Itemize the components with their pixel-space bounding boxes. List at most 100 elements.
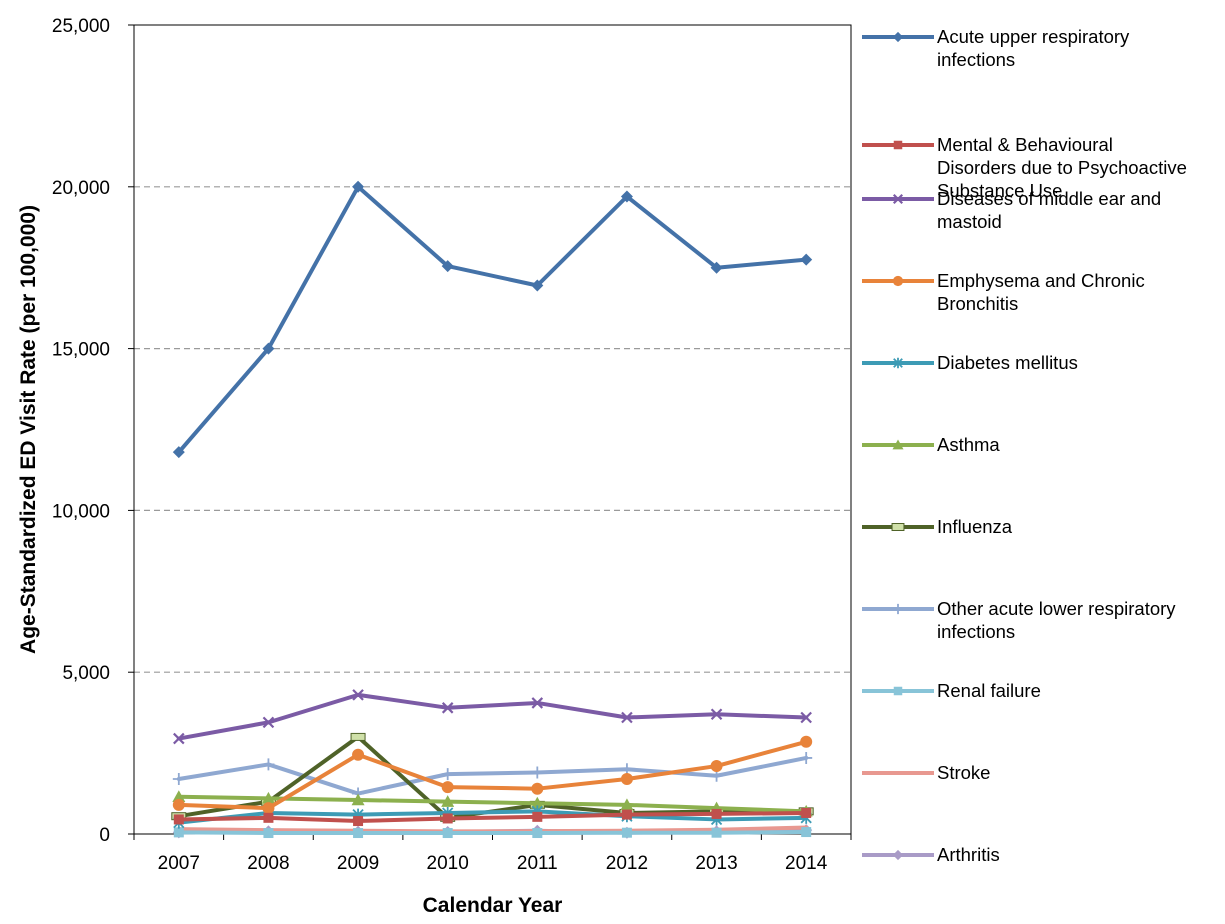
x-tick-label: 2010	[427, 853, 469, 874]
legend-item-acute-upper-respiratory-infections: Acute upper respiratory infections	[862, 26, 1130, 70]
legend-label: Influenza	[937, 516, 1013, 537]
legend-item-arthritis: Arthritis	[862, 844, 1000, 865]
series-line	[176, 692, 809, 741]
legend-item-other-acute-lower-respiratory-infections: Other acute lower respiratory infections	[862, 598, 1176, 642]
legend-item-influenza: Influenza	[862, 516, 1013, 537]
y-axis-ticks: 0 5,000 10,000 15,000 20,000 25,000	[52, 16, 134, 846]
data-point	[263, 812, 274, 823]
data-point	[442, 813, 453, 824]
data-point	[262, 716, 275, 729]
data-point	[620, 772, 633, 785]
data-point	[532, 828, 543, 839]
legend-swatch-marker	[892, 603, 904, 615]
legend-label: Acute upper respiratory infections	[937, 26, 1130, 70]
series-line	[176, 809, 809, 825]
legend-item-diabetes-mellitus: Diabetes mellitus	[862, 352, 1078, 373]
data-point	[620, 190, 633, 203]
legend-swatch-marker	[892, 275, 904, 287]
series-line	[176, 830, 809, 836]
legend-item-diseases-of-middle-ear-and-mastoid: Diseases of middle ear and mastoid	[862, 188, 1161, 232]
data-point	[801, 807, 812, 818]
legend-label-line: infections	[937, 49, 1015, 70]
y-tick-label: 20,000	[52, 178, 110, 199]
y-tick-label: 5,000	[62, 663, 110, 684]
x-tick-label: 2012	[606, 853, 648, 874]
legend-swatch-marker	[893, 140, 903, 150]
legend-label-line: Mental & Behavioural	[937, 134, 1113, 155]
series-line	[176, 810, 809, 824]
y-tick-label: 15,000	[52, 340, 110, 361]
data-point	[351, 793, 365, 806]
data-point	[173, 732, 185, 745]
legend-label-line: Stroke	[937, 762, 990, 783]
series-line	[176, 739, 809, 811]
data-point	[800, 711, 812, 724]
legend-label-line: infections	[937, 621, 1015, 642]
y-tick-label: 25,000	[52, 16, 110, 37]
x-tick-label: 2011	[517, 853, 558, 874]
legend-label-line: Influenza	[937, 516, 1013, 537]
data-point	[353, 816, 364, 827]
x-axis-title: Calendar Year	[423, 894, 563, 917]
legend-label-line: Acute upper respiratory	[937, 26, 1130, 47]
data-point	[621, 711, 633, 724]
x-tick-label: 2008	[247, 853, 289, 874]
legend-swatch-marker	[891, 523, 905, 531]
legend-label-line: Diseases of middle ear and	[937, 188, 1161, 209]
data-point	[352, 748, 365, 761]
legend-item-renal-failure: Renal failure	[862, 680, 1041, 701]
data-point	[711, 827, 722, 838]
legend-swatch-marker	[893, 357, 903, 369]
data-point	[710, 760, 723, 773]
series-renal-failure	[173, 827, 812, 839]
y-tick-label: 0	[99, 825, 110, 846]
legend-label-line: Renal failure	[937, 680, 1041, 701]
legend-label-line: Arthritis	[937, 844, 1000, 865]
data-point	[801, 827, 812, 838]
legend-label: Diabetes mellitus	[937, 352, 1078, 373]
x-tick-label: 2009	[337, 853, 379, 874]
y-tick-label: 10,000	[52, 501, 110, 522]
legend: Acute upper respiratory infectionsMental …	[862, 26, 1187, 865]
legend-label: Mental & Behavioural Disorders due to Psy…	[937, 134, 1187, 201]
legend-label: Emphysema and Chronic Bronchitis	[937, 270, 1145, 314]
data-point	[172, 446, 185, 459]
legend-item-emphysema-and-chronic-bronchitis: Emphysema and Chronic Bronchitis	[862, 270, 1145, 314]
data-point	[441, 781, 454, 794]
data-point	[710, 261, 723, 274]
legend-label: Stroke	[937, 762, 990, 783]
legend-label-line: Diabetes mellitus	[937, 352, 1078, 373]
data-point	[173, 827, 184, 838]
legend-swatch-marker	[893, 686, 903, 696]
x-axis-ticks: 2007 2008 2009 2010 2011 2012 2013 2014	[133, 834, 852, 874]
legend-swatch-marker	[892, 849, 904, 861]
data-point	[711, 808, 722, 819]
data-point	[531, 766, 544, 779]
data-point	[531, 782, 544, 795]
legend-label-line: Emphysema and Chronic	[937, 270, 1145, 291]
series-mental-behavioural-disorders-due-to-psychoactive-substance-use	[173, 807, 812, 827]
legend-label: Other acute lower respiratory infections	[937, 598, 1176, 642]
data-point	[441, 702, 454, 714]
data-point	[621, 809, 632, 820]
data-point	[531, 697, 544, 709]
series-emphysema-and-chronic-bronchitis	[172, 735, 813, 815]
series-line	[176, 755, 809, 796]
legend-label-line: Bronchitis	[937, 293, 1018, 314]
data-point	[172, 772, 185, 785]
data-point	[350, 732, 366, 741]
data-point	[353, 828, 364, 839]
data-point	[262, 758, 275, 771]
data-point	[263, 828, 274, 839]
legend-label-line: Other acute lower respiratory	[937, 598, 1176, 619]
data-point	[800, 253, 813, 266]
series-layer	[171, 180, 814, 839]
x-tick-label: 2014	[785, 853, 828, 874]
plot-area-frame	[133, 24, 852, 835]
data-point	[800, 751, 813, 764]
data-point	[800, 735, 813, 748]
legend-label-line: Substance Use	[937, 180, 1062, 201]
data-point	[531, 279, 544, 292]
series-acute-upper-respiratory-infections	[172, 180, 813, 459]
